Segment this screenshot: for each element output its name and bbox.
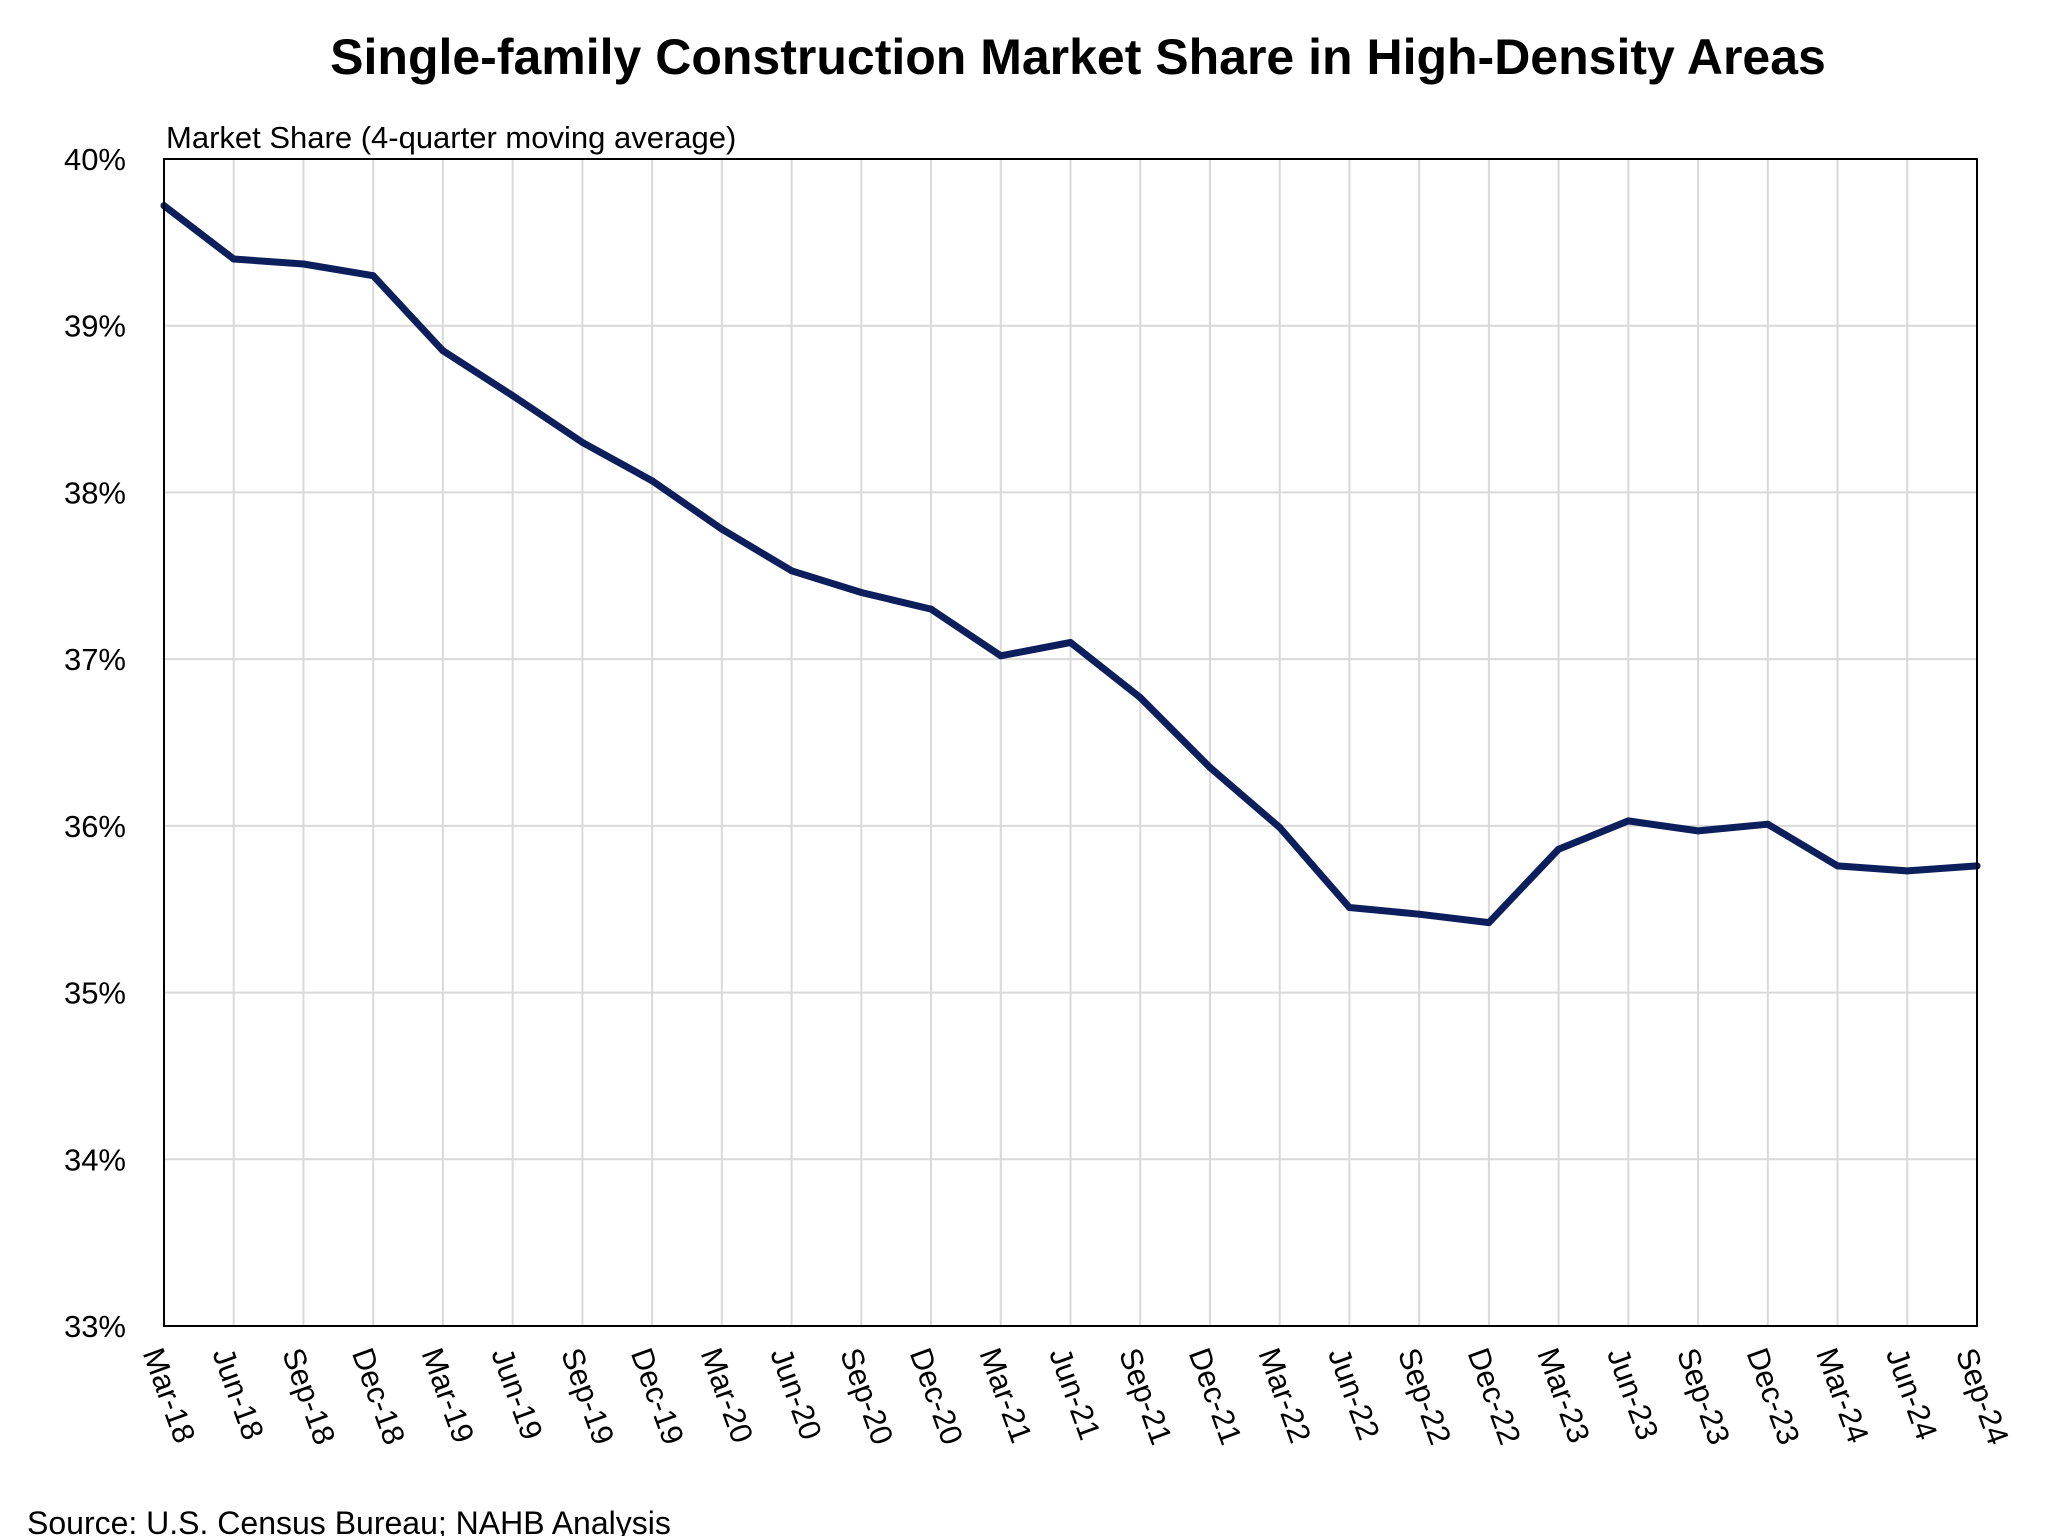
data-point xyxy=(1903,867,1911,875)
data-point xyxy=(1764,820,1772,828)
x-tick-label: Jun-24 xyxy=(1879,1343,1944,1444)
plot-frame xyxy=(163,158,1978,1327)
data-point xyxy=(1624,817,1632,825)
x-tick-label: Mar-22 xyxy=(1251,1343,1317,1447)
data-point xyxy=(1415,910,1423,918)
data-point xyxy=(1694,827,1702,835)
x-tick-label: Dec-23 xyxy=(1740,1343,1807,1449)
data-point xyxy=(1485,919,1493,927)
x-tick-label: Mar-21 xyxy=(973,1343,1039,1447)
x-tick-label: Sep-22 xyxy=(1391,1343,1458,1449)
data-point xyxy=(369,272,377,280)
x-tick-label: Sep-20 xyxy=(833,1343,900,1449)
data-point xyxy=(1276,824,1284,832)
y-tick-label: 40% xyxy=(64,142,126,177)
y-tick-label: 34% xyxy=(64,1142,126,1177)
data-point xyxy=(857,588,865,596)
y-axis-ticks: 33% 34% 35% 36% 37% 38% 39% 40% xyxy=(64,142,126,1344)
x-tick-label: Jun-18 xyxy=(206,1343,271,1444)
x-tick-label: Jun-19 xyxy=(484,1343,549,1444)
x-tick-label: Sep-21 xyxy=(1112,1343,1179,1449)
x-tick-label: Jun-20 xyxy=(763,1343,828,1444)
data-point xyxy=(1206,764,1214,772)
data-point xyxy=(230,255,238,263)
x-tick-label: Sep-23 xyxy=(1670,1343,1737,1449)
x-axis-ticks: Mar-18 Jun-18 Sep-18 Dec-18 Mar-19 Jun-19 Sep-… xyxy=(136,1343,2016,1449)
data-point xyxy=(1345,904,1353,912)
data-point xyxy=(718,525,726,533)
x-tick-label: Sep-19 xyxy=(554,1343,621,1449)
data-point xyxy=(578,438,586,446)
data-point xyxy=(927,605,935,613)
x-tick-label: Mar-19 xyxy=(415,1343,481,1447)
data-point xyxy=(1067,638,1074,646)
x-tick-label: Jun-22 xyxy=(1321,1343,1386,1444)
data-point xyxy=(788,567,796,575)
x-tick-label: Dec-22 xyxy=(1461,1343,1528,1449)
x-tick-label: Mar-18 xyxy=(136,1343,202,1447)
y-tick-label: 38% xyxy=(64,475,126,510)
data-point xyxy=(997,652,1005,660)
chart-title: Single-family Construction Market Share … xyxy=(330,29,1826,85)
x-tick-label: Dec-18 xyxy=(345,1343,412,1449)
y-tick-label: 37% xyxy=(64,642,126,677)
data-point xyxy=(439,347,447,355)
x-tick-label: Mar-20 xyxy=(694,1343,760,1447)
data-point xyxy=(648,477,656,485)
x-tick-label: Dec-20 xyxy=(903,1343,970,1449)
x-tick-label: Jun-23 xyxy=(1600,1343,1665,1444)
data-point xyxy=(1136,693,1144,701)
x-tick-label: Jun-21 xyxy=(1042,1343,1107,1444)
x-tick-label: Dec-19 xyxy=(624,1343,691,1449)
source-note: Source: U.S. Census Bureau; NAHB Analysi… xyxy=(27,1505,671,1536)
y-tick-label: 33% xyxy=(64,1309,126,1344)
gridlines xyxy=(164,159,1977,1326)
x-tick-label: Dec-21 xyxy=(1182,1343,1249,1449)
y-tick-label: 35% xyxy=(64,976,126,1011)
data-point xyxy=(509,392,517,400)
x-tick-label: Sep-18 xyxy=(275,1343,342,1449)
y-tick-label: 39% xyxy=(64,309,126,344)
x-tick-label: Sep-24 xyxy=(1949,1343,2016,1449)
x-tick-label: Mar-24 xyxy=(1809,1343,1875,1447)
data-point xyxy=(1555,845,1563,853)
data-point xyxy=(299,260,307,268)
x-tick-label: Mar-23 xyxy=(1530,1343,1596,1447)
data-point xyxy=(1834,862,1842,870)
y-axis-label: Market Share (4-quarter moving average) xyxy=(166,120,736,155)
series-layer xyxy=(160,202,1981,927)
y-tick-label: 36% xyxy=(64,809,126,844)
